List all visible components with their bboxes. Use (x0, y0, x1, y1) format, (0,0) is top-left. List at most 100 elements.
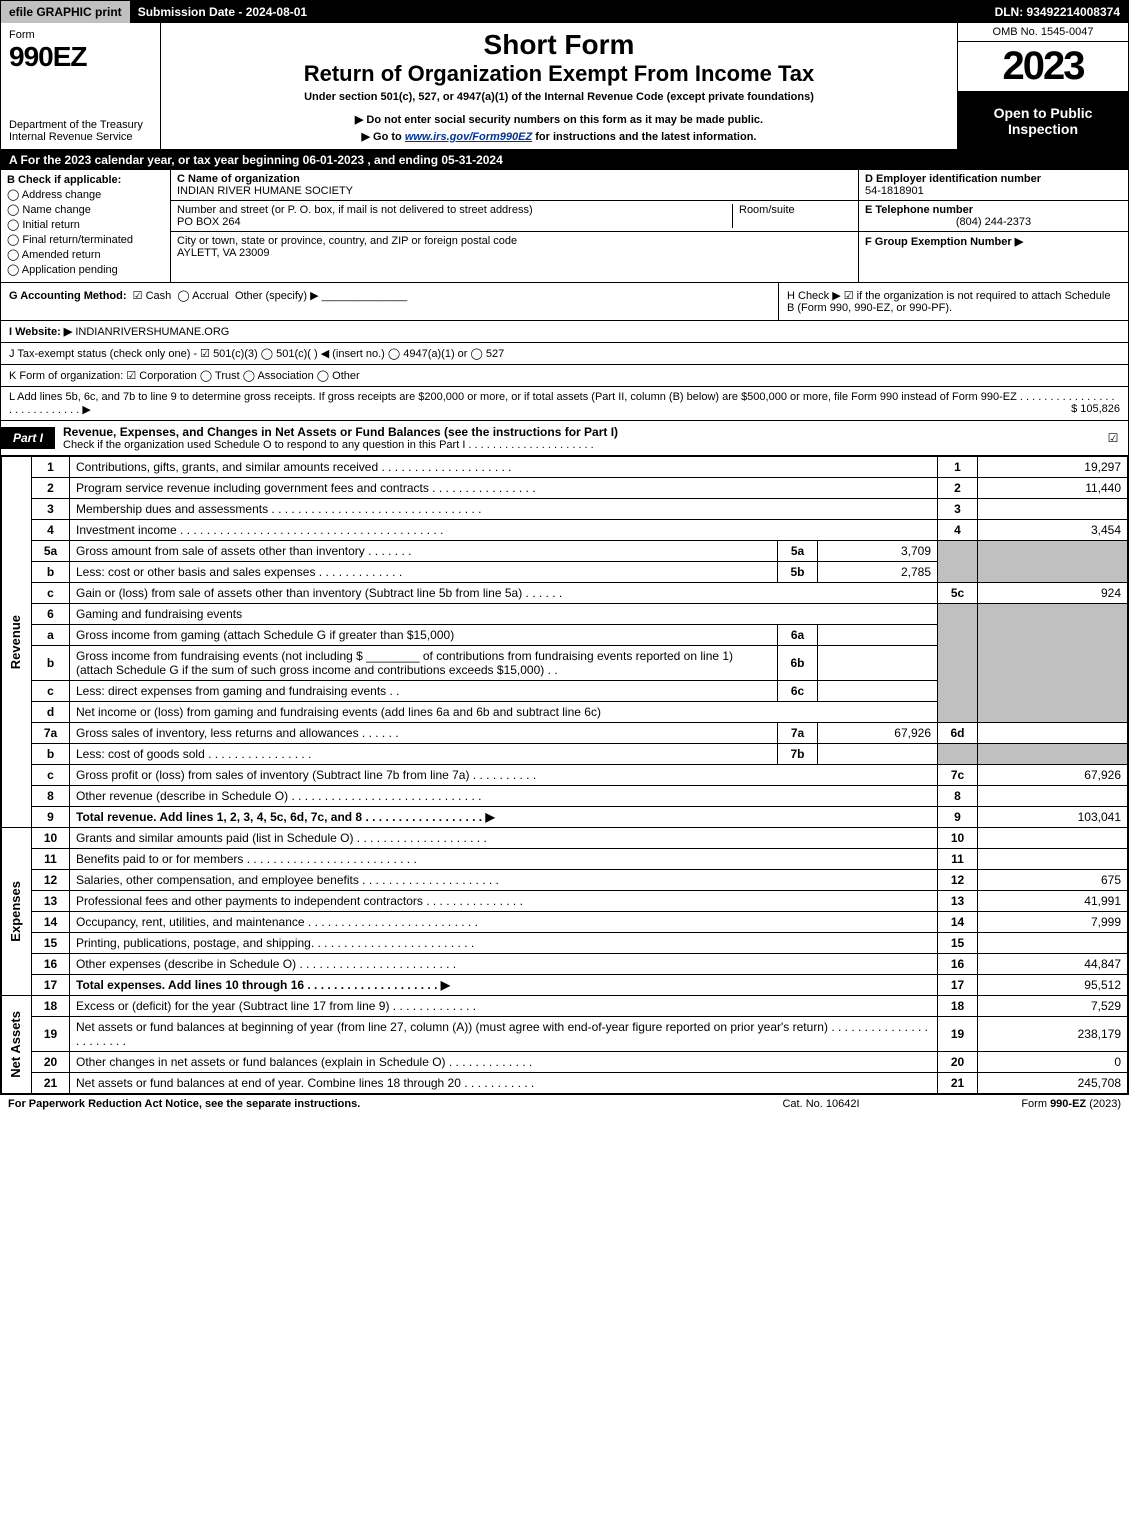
line-16-desc: Other expenses (describe in Schedule O) … (70, 954, 938, 975)
tel-label: E Telephone number (865, 204, 973, 216)
line-6b-desc: Gross income from fundraising events (no… (70, 646, 778, 681)
website-value: INDIANRIVERSHUMANE.ORG (75, 326, 229, 338)
line-14-amt: 7,999 (978, 912, 1128, 933)
header-row: Form 990EZ Department of the Treasury In… (1, 23, 1128, 150)
c-name-label: C Name of organization (177, 173, 300, 185)
line-7b-desc: Less: cost of goods sold . . . . . . . .… (70, 744, 778, 765)
block-bcdef: B Check if applicable: ◯ Address change … (1, 170, 1128, 283)
submission-date: Submission Date - 2024-08-01 (130, 1, 315, 23)
line-13-desc: Professional fees and other payments to … (70, 891, 938, 912)
note-ssn: ▶ Do not enter social security numbers o… (169, 113, 949, 126)
line-5c-desc: Gain or (loss) from sale of assets other… (70, 583, 938, 604)
line-1-refnum: 1 (938, 457, 978, 478)
part-1-checkbox[interactable]: ☑ (1098, 431, 1128, 445)
street-label: Number and street (or P. O. box, if mail… (177, 204, 533, 216)
revenue-side-label: Revenue (2, 457, 32, 828)
section-k: K Form of organization: ☑ Corporation ◯ … (1, 365, 1128, 387)
line-19-amt: 238,179 (978, 1017, 1128, 1052)
form-label: Form (9, 29, 152, 41)
footer-catno: Cat. No. 10642I (721, 1098, 921, 1110)
top-bar: efile GRAPHIC print Submission Date - 20… (1, 1, 1128, 23)
chk-initial-return[interactable]: ◯ Initial return (7, 218, 164, 231)
line-1-desc: Contributions, gifts, grants, and simila… (70, 457, 938, 478)
open-to-public: Open to Public Inspection (958, 92, 1128, 149)
line-20-amt: 0 (978, 1052, 1128, 1073)
section-j: J Tax-exempt status (check only one) - ☑… (1, 343, 1128, 365)
line-6d-desc: Net income or (loss) from gaming and fun… (70, 702, 938, 723)
line-7b-amt (818, 744, 938, 765)
chk-final-return[interactable]: ◯ Final return/terminated (7, 233, 164, 246)
line-16-amt: 44,847 (978, 954, 1128, 975)
city-label: City or town, state or province, country… (177, 235, 517, 247)
netassets-side-label: Net Assets (2, 996, 32, 1094)
line-6c-amt (818, 681, 938, 702)
org-name: INDIAN RIVER HUMANE SOCIETY (177, 185, 353, 197)
line-4-desc: Investment income . . . . . . . . . . . … (70, 520, 938, 541)
footer-formref: Form 990-EZ (2023) (921, 1098, 1121, 1110)
line-18-desc: Excess or (deficit) for the year (Subtra… (70, 996, 938, 1017)
chk-address-change[interactable]: ◯ Address change (7, 188, 164, 201)
chk-amended-return[interactable]: ◯ Amended return (7, 248, 164, 261)
line-6a-amt (818, 625, 938, 646)
line-5c-amt: 924 (978, 583, 1128, 604)
note2-prefix: ▶ Go to (362, 131, 405, 143)
form-990ez-page: efile GRAPHIC print Submission Date - 20… (0, 0, 1129, 1095)
l-text: L Add lines 5b, 6c, and 7b to line 9 to … (9, 391, 1115, 416)
line-21-amt: 245,708 (978, 1073, 1128, 1094)
line-11-desc: Benefits paid to or for members . . . . … (70, 849, 938, 870)
line-7c-amt: 67,926 (978, 765, 1128, 786)
g-label: G Accounting Method: (9, 290, 127, 302)
note-goto: ▶ Go to www.irs.gov/Form990EZ for instru… (169, 130, 949, 143)
form-number: 990EZ (9, 41, 152, 73)
irs-link[interactable]: www.irs.gov/Form990EZ (405, 131, 532, 143)
i-label: I Website: ▶ (9, 326, 72, 338)
chk-application-pending[interactable]: ◯ Application pending (7, 263, 164, 276)
line-10-amt (978, 828, 1128, 849)
line-21-desc: Net assets or fund balances at end of ye… (70, 1073, 938, 1094)
line-18-amt: 7,529 (978, 996, 1128, 1017)
chk-name-change[interactable]: ◯ Name change (7, 203, 164, 216)
section-l: L Add lines 5b, 6c, and 7b to line 9 to … (1, 387, 1128, 421)
line-2-desc: Program service revenue including govern… (70, 478, 938, 499)
g-other: Other (specify) ▶ (235, 290, 319, 302)
line-7a-amt: 67,926 (818, 723, 938, 744)
line-7c-desc: Gross profit or (loss) from sales of inv… (70, 765, 938, 786)
tel-value: (804) 244-2373 (865, 216, 1122, 228)
dln-label: DLN: 93492214008374 (987, 1, 1128, 23)
section-b-header: B Check if applicable: (7, 174, 164, 186)
section-def: D Employer identification number 54-1818… (858, 170, 1128, 282)
line-3-amt (978, 499, 1128, 520)
line-8-desc: Other revenue (describe in Schedule O) .… (70, 786, 938, 807)
line-2-amt: 11,440 (978, 478, 1128, 499)
footer-left: For Paperwork Reduction Act Notice, see … (8, 1098, 721, 1110)
l-amount: $ 105,826 (1071, 403, 1120, 415)
line-19-desc: Net assets or fund balances at beginning… (70, 1017, 938, 1052)
section-b: B Check if applicable: ◯ Address change … (1, 170, 171, 282)
line-15-amt (978, 933, 1128, 954)
title-column: Short Form Return of Organization Exempt… (161, 23, 958, 149)
part-1-tag: Part I (1, 427, 55, 449)
line-14-desc: Occupancy, rent, utilities, and maintena… (70, 912, 938, 933)
line-6b-amt (818, 646, 938, 681)
efile-label: efile GRAPHIC print (1, 1, 130, 23)
line-3-desc: Membership dues and assessments . . . . … (70, 499, 938, 520)
ein-label: D Employer identification number (865, 173, 1041, 185)
lines-table: Revenue 1 Contributions, gifts, grants, … (1, 456, 1128, 1094)
footer: For Paperwork Reduction Act Notice, see … (0, 1095, 1129, 1113)
line-17-amt: 95,512 (978, 975, 1128, 996)
line-6a-desc: Gross income from gaming (attach Schedul… (70, 625, 778, 646)
return-title: Return of Organization Exempt From Incom… (169, 61, 949, 87)
line-12-amt: 675 (978, 870, 1128, 891)
line-1-num: 1 (32, 457, 70, 478)
tax-year: 2023 (958, 42, 1128, 92)
subtitle: Under section 501(c), 527, or 4947(a)(1)… (169, 91, 949, 103)
line-8-amt (978, 786, 1128, 807)
line-1-amt: 19,297 (978, 457, 1128, 478)
line-7a-desc: Gross sales of inventory, less returns a… (70, 723, 778, 744)
right-column: OMB No. 1545-0047 2023 Open to Public In… (958, 23, 1128, 149)
line-9-desc: Total revenue. Add lines 1, 2, 3, 4, 5c,… (70, 807, 938, 828)
line-6d-amt (978, 723, 1128, 744)
line-5b-amt: 2,785 (818, 562, 938, 583)
roomsuite-label: Room/suite (739, 204, 795, 216)
part-1-header: Part I Revenue, Expenses, and Changes in… (1, 421, 1128, 456)
